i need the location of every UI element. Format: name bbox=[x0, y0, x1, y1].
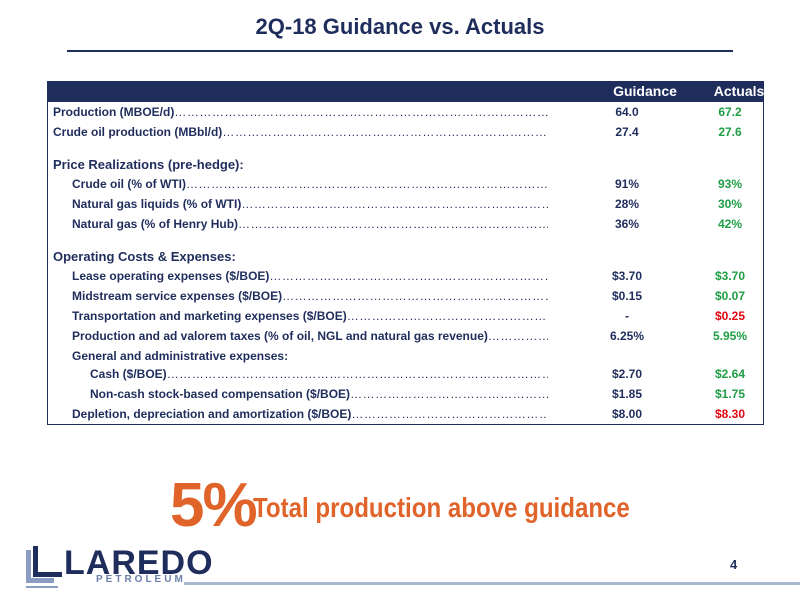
actual-value: 27.6 bbox=[718, 125, 742, 139]
guidance-header: Guidance bbox=[613, 83, 677, 99]
row-label: Lease operating expenses ($/BOE)……………………… bbox=[72, 269, 548, 283]
actual-value: 93% bbox=[717, 177, 743, 191]
table-header: Guidance Actuals bbox=[48, 81, 764, 102]
table-row: Natural gas liquids (% of WTI)…………………………… bbox=[48, 194, 763, 214]
actual-value: $3.70 bbox=[714, 269, 746, 283]
section-title: Price Realizations (pre-hedge): bbox=[53, 157, 244, 172]
actual-value: $0.07 bbox=[714, 289, 746, 303]
row-label: Midstream service expenses ($/BOE)………………… bbox=[72, 289, 548, 303]
highlight-text: Total production above guidance bbox=[253, 492, 630, 523]
laredo-logo-icon bbox=[26, 546, 62, 588]
guidance-value: 64.0 bbox=[615, 105, 639, 119]
logo-wordmark: LAREDO bbox=[64, 544, 214, 582]
table-row: Non-cash stock-based compensation ($/BOE… bbox=[48, 384, 763, 404]
row-label: Depletion, depreciation and amortization… bbox=[72, 407, 548, 421]
table-row: Transportation and marketing expenses ($… bbox=[48, 306, 763, 326]
section-title: Operating Costs & Expenses: bbox=[53, 249, 236, 264]
table-row: Depletion, depreciation and amortization… bbox=[48, 404, 763, 424]
subsection-title: General and administrative expenses: bbox=[72, 349, 289, 363]
table-row: Cash ($/BOE)…………………………………………………………………………… bbox=[48, 364, 763, 384]
guidance-value: $0.15 bbox=[611, 289, 643, 303]
guidance-table: Guidance Actuals Production (MBOE/d)…………… bbox=[47, 81, 764, 425]
row-label: Transportation and marketing expenses ($… bbox=[72, 309, 548, 323]
actual-value: $1.75 bbox=[714, 387, 746, 401]
title-divider bbox=[67, 50, 733, 52]
logo-subtitle: PETROLEUM bbox=[96, 574, 186, 585]
actual-value: $0.25 bbox=[714, 309, 746, 323]
page-title: 2Q-18 Guidance vs. Actuals bbox=[255, 14, 545, 39]
row-label: Cash ($/BOE)…………………………………………………………………………… bbox=[90, 367, 548, 381]
row-label: Non-cash stock-based compensation ($/BOE… bbox=[90, 387, 548, 401]
highlight-percent: 5% bbox=[170, 471, 258, 540]
row-label: Crude oil (% of WTI)……………………………………………………… bbox=[72, 177, 548, 191]
table-row: Production (MBOE/d)………………………………………………………… bbox=[48, 102, 763, 122]
row-label: Natural gas liquids (% of WTI)…………………………… bbox=[72, 197, 548, 211]
guidance-value: $2.70 bbox=[611, 367, 643, 381]
actual-value: 42% bbox=[717, 217, 743, 231]
table-row: Lease operating expenses ($/BOE)……………………… bbox=[48, 266, 763, 286]
guidance-value: 27.4 bbox=[615, 125, 639, 139]
actual-value: 5.95% bbox=[712, 329, 748, 343]
table-row: Crude oil (% of WTI)……………………………………………………… bbox=[48, 174, 763, 194]
table-row: Production and ad valorem taxes (% of oi… bbox=[48, 326, 763, 346]
guidance-value: 91% bbox=[614, 177, 640, 191]
footer-divider bbox=[184, 582, 800, 585]
guidance-value: $3.70 bbox=[611, 269, 643, 283]
table-row: Midstream service expenses ($/BOE)………………… bbox=[48, 286, 763, 306]
table-row: Crude oil production (MBbl/d)……………………………… bbox=[48, 122, 763, 142]
guidance-value: 36% bbox=[614, 217, 640, 231]
actual-value: 30% bbox=[717, 197, 743, 211]
guidance-value: - bbox=[625, 309, 629, 323]
row-label: Production and ad valorem taxes (% of oi… bbox=[72, 329, 548, 343]
actual-value: $8.30 bbox=[714, 407, 746, 421]
guidance-value: $1.85 bbox=[611, 387, 643, 401]
guidance-value: $8.00 bbox=[611, 407, 643, 421]
actual-value: $2.64 bbox=[714, 367, 746, 381]
actuals-header: Actuals bbox=[713, 83, 765, 99]
row-label: Crude oil production (MBbl/d)……………………………… bbox=[53, 125, 548, 139]
table-row: Natural gas (% of Henry Hub)………………………………… bbox=[48, 214, 763, 234]
guidance-value: 28% bbox=[614, 197, 640, 211]
guidance-value: 6.25% bbox=[609, 329, 645, 343]
row-label: Natural gas (% of Henry Hub)………………………………… bbox=[72, 217, 548, 231]
row-label: Production (MBOE/d)………………………………………………………… bbox=[53, 105, 548, 119]
actual-value: 67.2 bbox=[718, 105, 742, 119]
page-number: 4 bbox=[730, 557, 738, 572]
